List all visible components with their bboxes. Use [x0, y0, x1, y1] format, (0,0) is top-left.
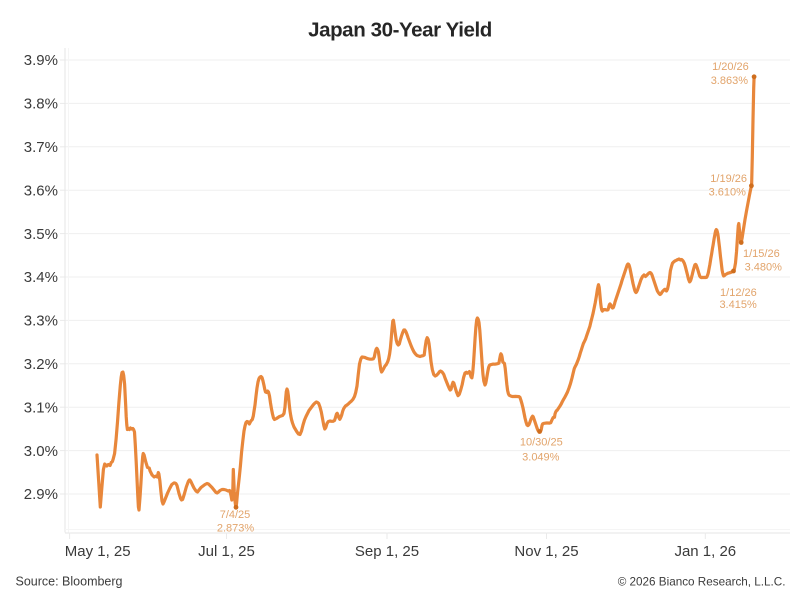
svg-text:3.480%: 3.480%	[745, 261, 783, 273]
svg-text:3.415%: 3.415%	[719, 299, 757, 311]
svg-text:3.2%: 3.2%	[24, 356, 58, 373]
svg-text:3.5%: 3.5%	[24, 226, 58, 243]
svg-text:Nov 1, 25: Nov 1, 25	[514, 543, 578, 560]
svg-text:7/4/25: 7/4/25	[220, 509, 251, 521]
svg-text:1/12/26: 1/12/26	[720, 287, 757, 299]
svg-text:1/19/26: 1/19/26	[710, 173, 747, 185]
svg-text:Sep 1, 25: Sep 1, 25	[355, 543, 419, 560]
svg-text:May 1, 25: May 1, 25	[65, 543, 131, 560]
svg-text:3.4%: 3.4%	[24, 269, 58, 286]
svg-text:3.8%: 3.8%	[24, 96, 58, 113]
svg-text:3.0%: 3.0%	[24, 443, 58, 460]
svg-text:3.863%: 3.863%	[711, 75, 749, 87]
svg-text:3.049%: 3.049%	[522, 452, 560, 464]
svg-text:Japan 30-Year Yield: Japan 30-Year Yield	[308, 19, 492, 42]
svg-text:Source: Bloomberg: Source: Bloomberg	[16, 575, 123, 589]
svg-text:2.873%: 2.873%	[217, 523, 255, 535]
svg-text:Jan 1, 26: Jan 1, 26	[674, 543, 736, 560]
svg-text:1/15/26: 1/15/26	[743, 248, 780, 260]
svg-text:3.610%: 3.610%	[709, 186, 747, 198]
svg-text:3.7%: 3.7%	[24, 139, 58, 156]
svg-text:3.6%: 3.6%	[24, 182, 58, 199]
svg-text:1/20/26: 1/20/26	[712, 61, 749, 73]
svg-text:3.3%: 3.3%	[24, 313, 58, 330]
svg-text:Jul 1, 25: Jul 1, 25	[198, 543, 255, 560]
svg-text:2.9%: 2.9%	[24, 486, 58, 503]
svg-text:10/30/25: 10/30/25	[520, 437, 563, 449]
svg-text:© 2026 Bianco Research, L.L.C.: © 2026 Bianco Research, L.L.C.	[618, 576, 786, 589]
svg-text:3.9%: 3.9%	[24, 52, 58, 69]
svg-text:3.1%: 3.1%	[24, 399, 58, 416]
